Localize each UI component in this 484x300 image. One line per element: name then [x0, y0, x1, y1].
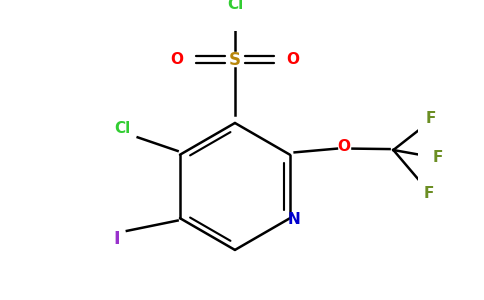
- Text: F: F: [424, 186, 434, 201]
- Text: I: I: [113, 230, 120, 248]
- Text: Cl: Cl: [115, 122, 131, 136]
- Text: F: F: [432, 150, 443, 165]
- Text: S: S: [229, 50, 241, 68]
- Text: N: N: [287, 212, 300, 226]
- Text: Cl: Cl: [227, 0, 243, 12]
- Text: O: O: [286, 52, 299, 67]
- Text: O: O: [171, 52, 183, 67]
- Text: O: O: [337, 139, 350, 154]
- Text: F: F: [426, 111, 436, 126]
